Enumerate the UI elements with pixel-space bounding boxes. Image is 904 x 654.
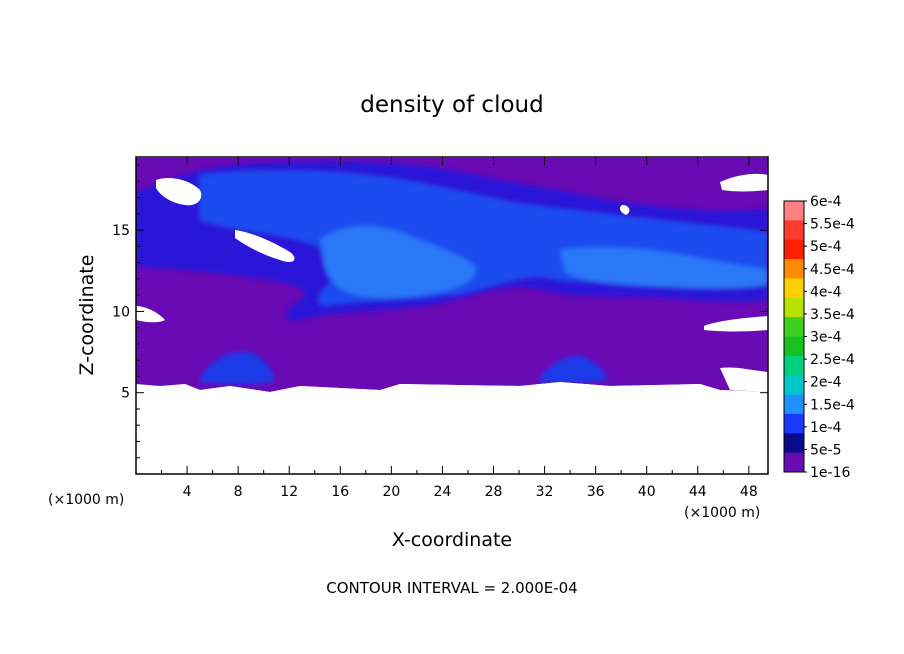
colorbar-swatch xyxy=(784,394,804,415)
y-axis-title: Z-coordinate xyxy=(76,255,98,376)
x-tick-label: 20 xyxy=(382,484,400,500)
colorbar-label: 1e-4 xyxy=(810,420,842,436)
colorbar-label: 1.5e-4 xyxy=(810,397,855,413)
x-tick-label: 44 xyxy=(689,484,707,500)
colorbar-swatch xyxy=(784,239,804,260)
colorbar-swatch xyxy=(784,433,804,454)
x-tick-label: 36 xyxy=(587,484,605,500)
x-tick-label: 16 xyxy=(331,484,349,500)
chart-title: density of cloud xyxy=(360,92,543,118)
x-tick-label: 28 xyxy=(485,484,503,500)
below-cloud-base xyxy=(136,392,768,474)
colorbar-label: 2e-4 xyxy=(810,375,842,391)
colorbar-swatch xyxy=(784,278,804,299)
z-unit-label: (×1000 m) xyxy=(48,492,124,508)
colorbar-label: 6e-4 xyxy=(810,194,842,210)
x-tick-label: 12 xyxy=(280,484,298,500)
colorbar-label: 1e-16 xyxy=(810,465,850,481)
x-tick-label: 4 xyxy=(183,484,192,500)
x-axis: 4 8 12 16 20 24 28 32 36 40 44 48 xyxy=(161,157,758,500)
x-tick-label: 48 xyxy=(740,484,758,500)
colorbar-swatch xyxy=(784,452,804,473)
colorbar-swatch xyxy=(784,317,804,337)
plot-frame xyxy=(135,156,769,475)
y-tick-label: 15 xyxy=(112,223,130,239)
colorbar-swatch xyxy=(784,297,804,318)
x-tick-label: 24 xyxy=(434,484,452,500)
colorbar-swatch xyxy=(784,375,804,396)
colorbar-swatch xyxy=(784,259,804,279)
colorbar-swatch xyxy=(784,220,804,241)
colorbar-swatch xyxy=(784,413,804,434)
cloud-core-1-5e4 xyxy=(320,226,476,299)
colorbar-label: 3e-4 xyxy=(810,330,842,346)
cloud-lower-cell-right xyxy=(540,356,608,384)
colorbar-label: 5e-5 xyxy=(810,442,841,458)
y-tick-label: 10 xyxy=(112,304,130,320)
colorbar-label: 4e-4 xyxy=(810,284,842,300)
x-tick-label: 40 xyxy=(638,484,656,500)
y-tick-label: 5 xyxy=(121,386,130,402)
x-tick-label: 32 xyxy=(536,484,554,500)
colorbar: 6e-4 5.5e-4 5e-4 4.5e-4 4e-4 3.5e-4 3e-4 2.5e-4… xyxy=(783,194,855,481)
colorbar-label: 4.5e-4 xyxy=(810,262,855,278)
colorbar-swatch xyxy=(784,201,804,221)
contour-interval-note: CONTOUR INTERVAL = 2.000E-04 xyxy=(326,579,577,597)
plot-area xyxy=(136,157,768,474)
colorbar-label: 5.5e-4 xyxy=(810,217,855,233)
x-tick-label: 8 xyxy=(234,484,243,500)
colorbar-label: 5e-4 xyxy=(810,239,842,255)
colorbar-swatch xyxy=(784,336,804,357)
cloud-lower-cell-left xyxy=(200,351,275,385)
x-axis-title: X-coordinate xyxy=(392,529,512,551)
y-axis: 5 10 15 xyxy=(112,164,768,459)
x-unit-label: (×1000 m) xyxy=(684,505,760,521)
colorbar-label: 2.5e-4 xyxy=(810,352,855,368)
cloud-core-1-5e4-b xyxy=(560,247,768,289)
colorbar-swatch xyxy=(784,355,804,376)
colorbar-label: 3.5e-4 xyxy=(810,307,855,323)
